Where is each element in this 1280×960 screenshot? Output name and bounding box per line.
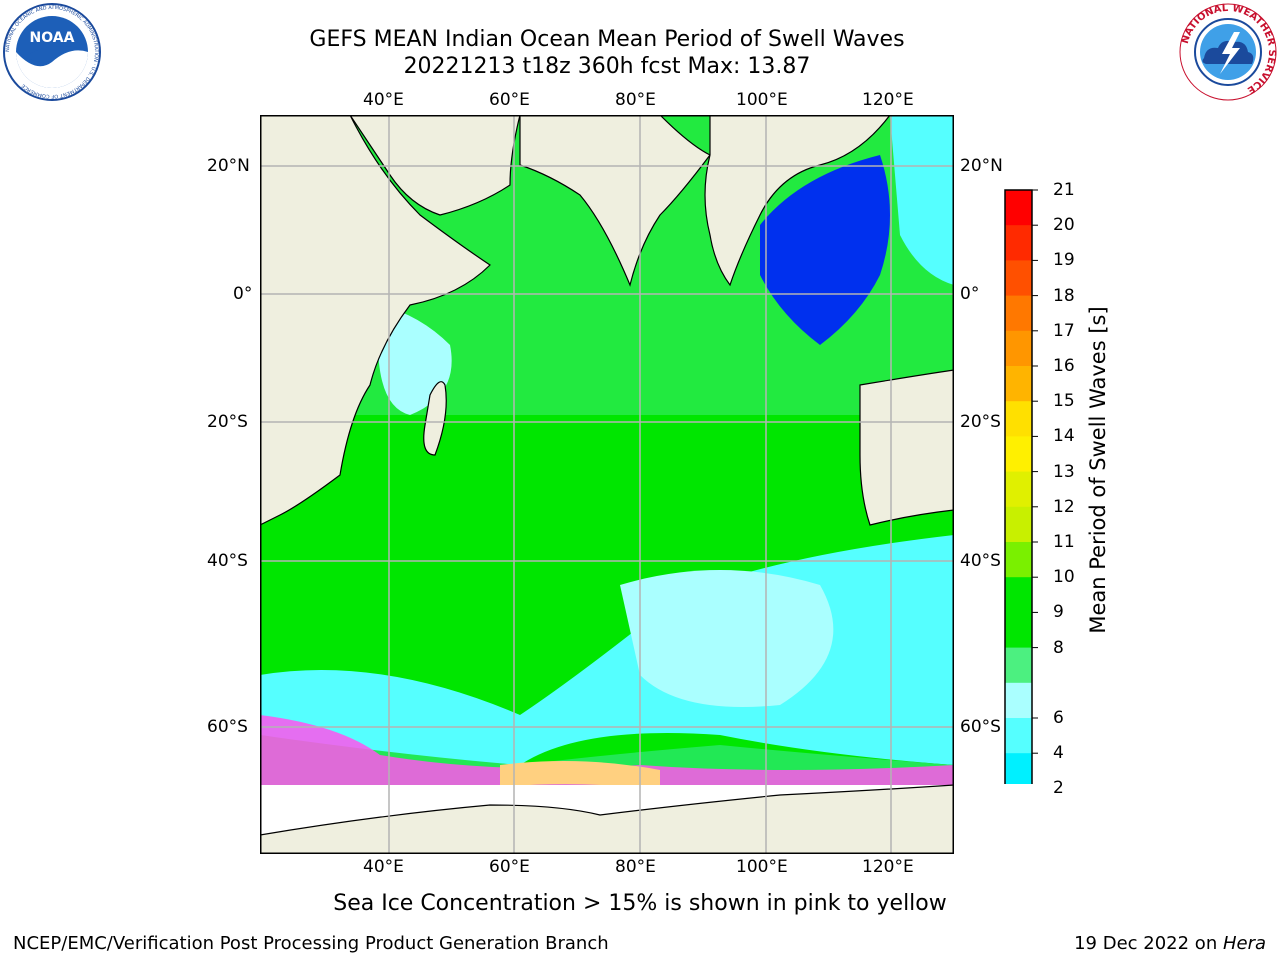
sea-ice-caption: Sea Ice Concentration > 15% is shown in … — [333, 891, 947, 916]
australia-land — [859, 369, 954, 526]
lon-label-top: 60°E — [489, 90, 530, 110]
colorbar-tick-label: 13 — [1053, 461, 1075, 482]
lat-label-right: 0° — [960, 284, 980, 304]
colorbar-segment — [1005, 436, 1032, 473]
colorbar-tick-label: 16 — [1053, 356, 1075, 376]
lon-label-top: 120°E — [862, 90, 914, 110]
colorbar-tick-label: 6 — [1053, 708, 1064, 728]
swell-band-cyan-west — [378, 305, 452, 415]
lon-label-bottom: 80°E — [615, 857, 656, 877]
colorbar-tick-label: 21 — [1053, 180, 1075, 200]
south-china-sea-blue — [760, 155, 890, 345]
swell-band-southern-light — [620, 570, 834, 707]
lat-label-right: 60°S — [960, 717, 1001, 737]
colorbar-tick-label: 2 — [1053, 778, 1064, 799]
colorbar-label: Mean Period of Swell Waves [s] — [1086, 306, 1110, 634]
colorbar-segment — [1005, 330, 1032, 367]
colorbar-segment — [1005, 542, 1032, 578]
colorbar-tick-label: 18 — [1053, 285, 1075, 306]
footer-machine: Hera — [1222, 933, 1266, 954]
gridlines — [260, 115, 954, 854]
colorbar-segment — [1005, 612, 1032, 649]
noaa-logo-text: NOAA — [30, 30, 75, 46]
colorbar-segment — [1005, 718, 1032, 754]
colorbar-segment — [1005, 577, 1032, 613]
colorbar-segment — [1005, 471, 1032, 508]
footer-date-text: 19 Dec 2022 on — [1074, 933, 1223, 954]
colorbar-segment — [1005, 225, 1032, 261]
colorbar-tick-label: 10 — [1053, 567, 1075, 588]
lat-label-right: 20°S — [960, 412, 1001, 432]
arabia-land — [349, 115, 521, 216]
chart-title: GEFS MEAN Indian Ocean Mean Period of Sw… — [309, 27, 905, 52]
chart-subtitle: 20221213 t18z 360h fcst Max: 13.87 — [403, 54, 811, 79]
lon-label-top: 40°E — [363, 90, 404, 110]
colorbar — [1004, 189, 1038, 784]
footer-date: 19 Dec 2022 on Hera — [1074, 933, 1266, 954]
colorbar-tick-label: 20 — [1053, 215, 1075, 236]
colorbar-tick-label: 9 — [1053, 602, 1064, 623]
lon-label-bottom: 40°E — [363, 857, 404, 877]
colorbar-segment — [1005, 295, 1032, 332]
antarctica-land — [260, 784, 954, 854]
colorbar-tick-label: 4 — [1053, 743, 1064, 764]
lon-label-bottom: 100°E — [736, 857, 788, 877]
colorbar-tick-label: 11 — [1053, 532, 1075, 552]
colorbar-tick-label: 14 — [1053, 426, 1075, 447]
lon-label-bottom: 120°E — [862, 857, 914, 877]
lat-label-left: 0° — [233, 284, 253, 304]
nws-logo-icon: NATIONAL WEATHER SERVICE — [1179, 3, 1277, 101]
footer-branch: NCEP/EMC/Verification Post Processing Pr… — [13, 933, 609, 954]
lat-label-left: 60°S — [207, 717, 248, 737]
lat-label-left: 20°N — [207, 156, 250, 176]
colorbar-segment — [1005, 753, 1032, 784]
map-frame — [260, 115, 954, 854]
colorbar-tick-label: 12 — [1053, 496, 1075, 517]
northwest-pacific-cyan — [890, 115, 954, 285]
southeast-asia-land — [704, 115, 891, 287]
lat-label-left: 20°S — [207, 412, 248, 432]
colorbar-segment — [1005, 401, 1032, 437]
colorbar-tick-label: 15 — [1053, 391, 1075, 412]
swell-period-map — [260, 115, 954, 854]
lat-label-right: 40°S — [960, 551, 1001, 571]
lon-label-top: 80°E — [615, 90, 656, 110]
colorbar-segment — [1005, 190, 1032, 226]
lon-label-top: 100°E — [736, 90, 788, 110]
lat-label-right: 20°N — [960, 156, 1003, 176]
colorbar-segment — [1005, 366, 1032, 402]
colorbar-segment — [1005, 260, 1032, 297]
colorbar-frame — [1004, 189, 1033, 784]
lon-label-bottom: 60°E — [489, 857, 530, 877]
colorbar-tick-label: 19 — [1053, 250, 1075, 271]
sea-ice-yellow — [500, 761, 660, 790]
lat-label-left: 40°S — [207, 551, 248, 571]
colorbar-segment — [1005, 647, 1032, 684]
colorbar-segment — [1005, 506, 1032, 543]
colorbar-tick-label: 17 — [1053, 320, 1075, 341]
colorbar-tick-label: 8 — [1053, 637, 1064, 658]
colorbar-segment — [1005, 682, 1032, 719]
noaa-logo-icon: NOAA NATIONAL OCEANIC AND ATMOSPHERIC AD… — [3, 3, 101, 101]
